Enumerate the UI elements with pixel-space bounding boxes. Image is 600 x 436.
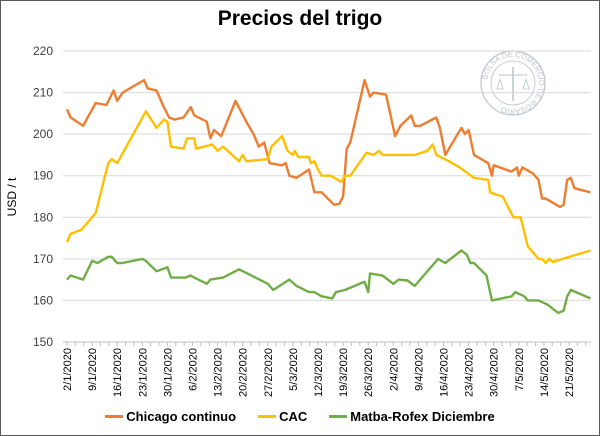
series-line-matba-rofex-diciembre [66,249,591,315]
legend-label: Matba-Rofex Diciembre [350,409,495,424]
x-tick-label: 16/4/2020 [439,348,451,397]
legend-swatch [105,415,124,418]
y-tick-label: 200 [33,127,53,141]
y-tick-label: 170 [33,252,53,266]
x-tick-label: 13/2/2020 [213,348,225,397]
x-tick-label: 5/3/2020 [288,348,300,391]
x-tick-label: 26/3/2020 [363,348,375,397]
legend-item: CAC [258,409,307,424]
x-tick-label: 20/2/2020 [238,348,250,397]
x-tick-label: 2/1/2020 [62,348,74,391]
x-tick-label: 14/5/2020 [539,348,551,397]
y-tick-label: 220 [33,44,53,58]
x-tick-label: 27/2/2020 [263,348,275,397]
bolsa-comercio-rosario-seal: BOLSA DE COMERCIO DE ROSARIO [480,50,546,116]
x-tick-label: 21/5/2020 [564,348,576,397]
x-tick-label: 23/1/2020 [137,348,149,397]
x-tick-label: 7/5/2020 [514,348,526,391]
x-tick-label: 12/3/2020 [313,348,325,397]
legend-label: Chicago continuo [126,409,237,424]
y-tick-label: 190 [33,169,53,183]
y-tick-label: 210 [33,86,53,100]
x-tick-label: 2/4/2020 [388,348,400,391]
legend-item: Chicago continuo [105,409,236,424]
x-tick-label: 9/1/2020 [87,348,99,391]
legend-label: CAC [279,409,308,424]
x-tick-label: 30/4/2020 [489,348,501,397]
y-axis-label: USD / t [5,177,19,216]
x-tick-label: 19/3/2020 [338,348,350,397]
y-tick-label: 180 [33,210,53,224]
legend: Chicago continuo CAC Matba-Rofex Diciembre [1,409,599,424]
x-tick-label: 30/1/2020 [162,348,174,397]
series-line-cac [65,110,591,265]
y-tick-label: 160 [33,293,53,307]
x-tick-label: 6/2/2020 [188,348,200,391]
x-tick-label: 16/1/2020 [112,348,124,397]
legend-swatch [258,415,277,418]
legend-swatch [329,415,348,418]
x-tick-label: 23/4/2020 [464,348,476,397]
series-line-chicago-continuo [65,78,591,209]
x-tick-label: 9/4/2020 [413,348,425,391]
y-tick-label: 150 [33,335,53,349]
chart-title: Precios del trigo [217,7,383,30]
legend-item: Matba-Rofex Diciembre [329,409,495,424]
